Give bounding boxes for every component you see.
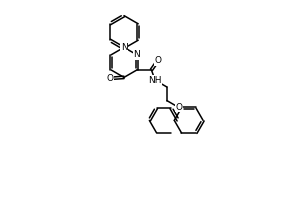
Text: O: O bbox=[106, 74, 113, 83]
Text: N: N bbox=[121, 43, 128, 52]
Text: N: N bbox=[134, 50, 140, 59]
Text: O: O bbox=[154, 56, 161, 65]
Text: O: O bbox=[175, 103, 182, 112]
Text: NH: NH bbox=[148, 76, 162, 85]
